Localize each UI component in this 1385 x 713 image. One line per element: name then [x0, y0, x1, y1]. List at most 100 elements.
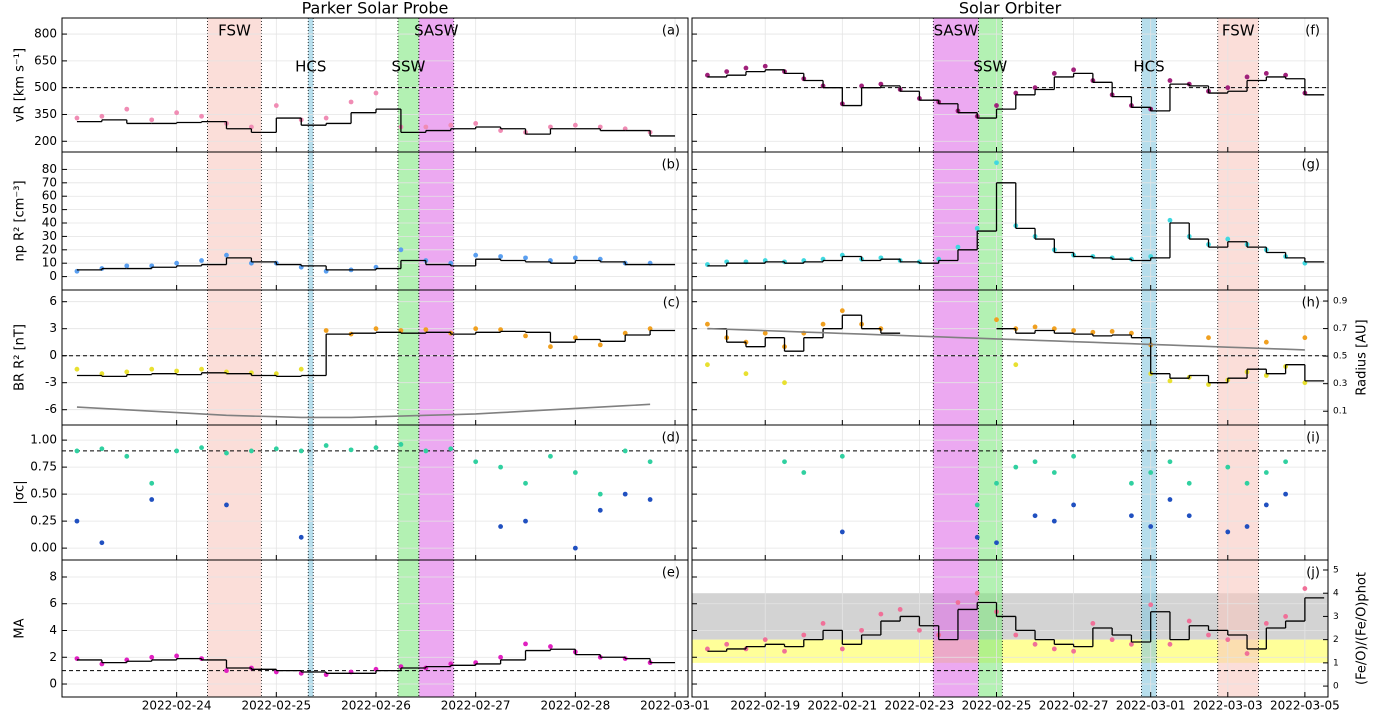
- data-point: [878, 611, 884, 617]
- data-point: [762, 330, 768, 336]
- data-point: [1244, 74, 1250, 80]
- y-tick-label: 6: [49, 596, 57, 610]
- data-point: [1148, 524, 1154, 529]
- data-point: [199, 258, 204, 263]
- data-point: [199, 113, 204, 119]
- data-point: [839, 646, 845, 652]
- data-point: [820, 321, 826, 327]
- region: [978, 560, 1003, 697]
- data-point: [1186, 513, 1192, 519]
- y2-tick-label: 5: [1333, 565, 1339, 575]
- y-tick-label: 10: [42, 256, 57, 270]
- data-point: [1051, 518, 1057, 524]
- region: [978, 18, 1003, 152]
- data-point: [839, 308, 845, 314]
- x-tick-label: 2022-03-05: [1270, 699, 1340, 713]
- y-axis-label: |σc|: [13, 480, 28, 504]
- data-point: [298, 448, 304, 454]
- region: [308, 425, 314, 560]
- data-point: [1013, 632, 1019, 638]
- data-point: [124, 106, 130, 112]
- region: [978, 152, 1003, 290]
- region-label: SASW: [414, 22, 459, 40]
- data-point: [323, 115, 329, 121]
- data-point: [572, 122, 578, 128]
- data-point: [782, 648, 787, 654]
- data-point: [1225, 85, 1231, 91]
- data-point: [174, 260, 180, 266]
- data-point: [1167, 641, 1173, 647]
- data-point: [647, 497, 653, 502]
- region: [308, 560, 314, 697]
- data-point: [994, 540, 999, 546]
- data-point: [1206, 632, 1211, 638]
- region: [978, 425, 1003, 560]
- y-tick-label: 3: [49, 321, 57, 335]
- panel-label: (b): [662, 158, 680, 173]
- region-label: HCS: [1133, 58, 1164, 76]
- panel: [692, 18, 1328, 152]
- region: [933, 290, 979, 425]
- data-point: [1283, 491, 1288, 497]
- column-title: Parker Solar Probe: [302, 0, 449, 18]
- data-point: [273, 446, 279, 452]
- data-point: [149, 366, 155, 372]
- data-point: [323, 443, 329, 448]
- y2-tick-label: 0.7: [1333, 324, 1347, 334]
- data-point: [373, 90, 379, 96]
- data-point: [1186, 480, 1192, 486]
- data-point: [994, 480, 999, 486]
- data-point: [99, 446, 105, 452]
- region: [418, 290, 454, 425]
- data-point: [1051, 646, 1057, 652]
- data-point: [1225, 529, 1231, 535]
- data-point: [1051, 70, 1057, 76]
- region: [207, 560, 262, 697]
- y2-tick-label: 0: [1333, 682, 1339, 692]
- data-point: [597, 342, 603, 348]
- data-point: [572, 545, 578, 551]
- data-point: [1283, 614, 1288, 619]
- y2-axis-label: Radius [AU]: [1355, 319, 1370, 395]
- x-tick-label: 2022-02-25: [241, 699, 311, 713]
- data-point: [801, 470, 807, 475]
- data-point: [149, 117, 155, 123]
- data-point: [622, 491, 628, 497]
- y-tick-label: 500: [34, 80, 57, 94]
- data-point: [548, 344, 553, 350]
- data-point: [839, 453, 845, 459]
- data-point: [743, 65, 749, 71]
- data-point: [597, 507, 603, 513]
- panel-label: (j): [1306, 566, 1320, 581]
- data-point: [1032, 641, 1038, 647]
- y-tick-label: 2: [49, 650, 57, 664]
- data-point: [1129, 513, 1134, 519]
- region: [397, 290, 419, 425]
- data-point: [1186, 618, 1192, 624]
- data-point: [174, 653, 180, 659]
- data-point: [1244, 651, 1250, 656]
- data-point: [1225, 236, 1231, 242]
- data-point: [1071, 328, 1076, 333]
- data-point: [647, 459, 653, 465]
- data-point: [199, 366, 204, 372]
- data-point: [897, 607, 903, 612]
- data-point: [1129, 641, 1134, 647]
- data-point: [1071, 67, 1076, 73]
- y-axis-label: np R² [cm⁻³]: [13, 180, 28, 261]
- region: [397, 425, 419, 560]
- data-point: [398, 247, 404, 253]
- region: [1141, 18, 1157, 152]
- data-point: [523, 518, 528, 524]
- data-point: [473, 459, 479, 465]
- data-point: [1263, 470, 1269, 475]
- region: [308, 18, 314, 152]
- y-axis-label: MA: [13, 618, 28, 638]
- data-point: [994, 103, 999, 108]
- data-point: [224, 668, 229, 674]
- data-point: [99, 540, 105, 546]
- region-label: FSW: [1222, 22, 1255, 40]
- data-point: [705, 321, 710, 327]
- data-point: [724, 641, 730, 647]
